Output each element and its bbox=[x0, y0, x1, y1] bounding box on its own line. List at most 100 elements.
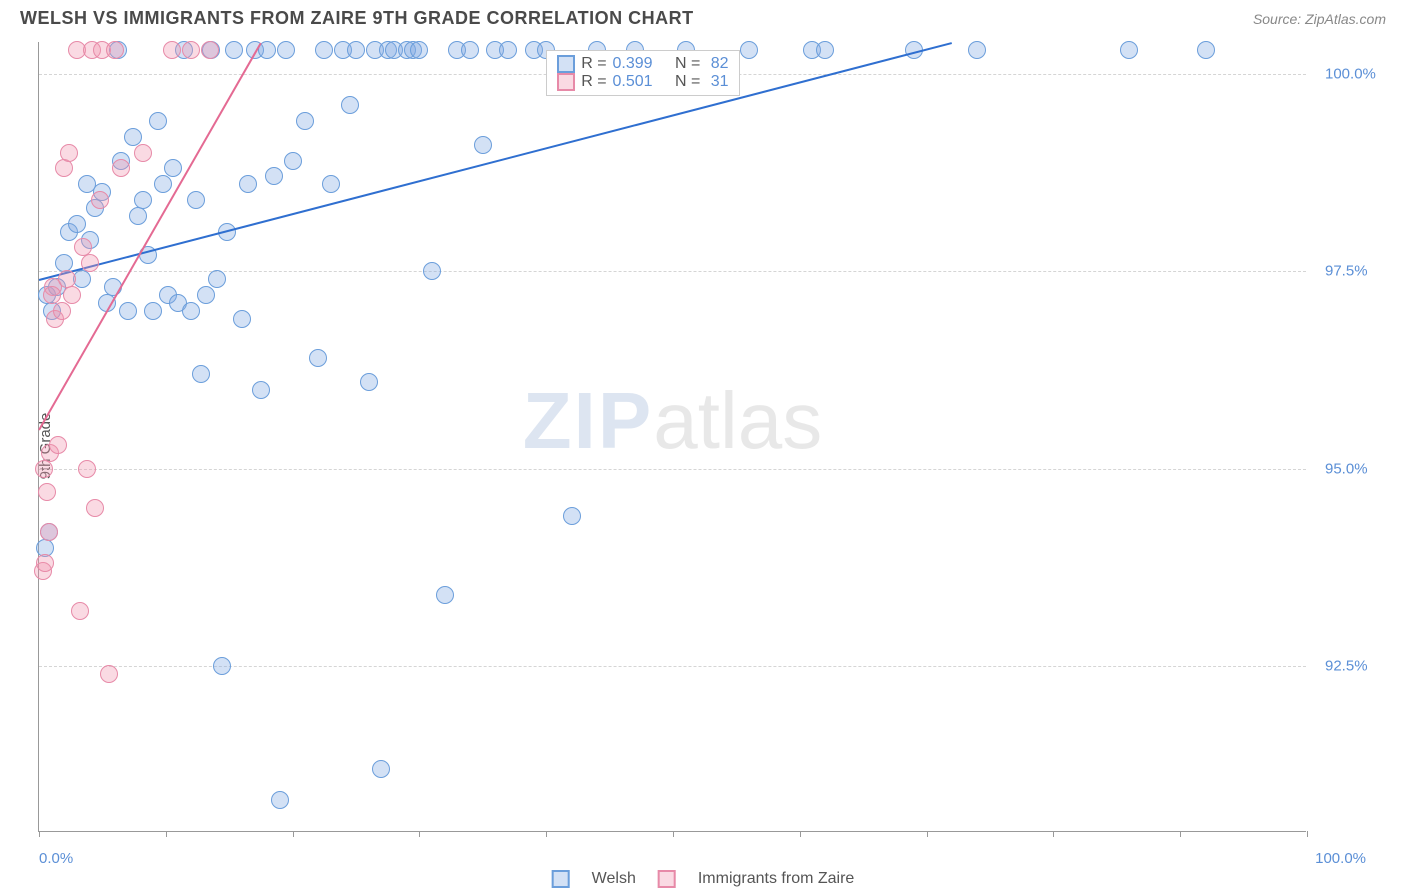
data-point bbox=[182, 41, 200, 59]
data-point bbox=[163, 41, 181, 59]
data-point bbox=[134, 191, 152, 209]
data-point bbox=[277, 41, 295, 59]
data-point bbox=[309, 349, 327, 367]
data-point bbox=[252, 381, 270, 399]
legend-swatch bbox=[557, 73, 575, 91]
legend-welsh-label: Welsh bbox=[592, 870, 636, 888]
legend-zaire-label: Immigrants from Zaire bbox=[698, 870, 854, 888]
r-label: R = bbox=[581, 55, 606, 73]
x-tick bbox=[1053, 831, 1054, 837]
n-value: 31 bbox=[706, 73, 728, 91]
data-point bbox=[1120, 41, 1138, 59]
data-point bbox=[78, 460, 96, 478]
stats-legend: R = 0.399 N = 82R = 0.501 N = 31 bbox=[546, 50, 739, 96]
data-point bbox=[129, 207, 147, 225]
y-tick-label: 100.0% bbox=[1325, 65, 1376, 82]
data-point bbox=[68, 215, 86, 233]
data-point bbox=[239, 175, 257, 193]
watermark: ZIPatlas bbox=[523, 375, 822, 467]
data-point bbox=[182, 302, 200, 320]
x-tick bbox=[673, 831, 674, 837]
legend-row: R = 0.501 N = 31 bbox=[557, 73, 728, 91]
data-point bbox=[740, 41, 758, 59]
welsh-swatch bbox=[552, 870, 570, 888]
data-point bbox=[60, 144, 78, 162]
data-point bbox=[436, 586, 454, 604]
data-point bbox=[40, 523, 58, 541]
data-point bbox=[208, 270, 226, 288]
data-point bbox=[225, 41, 243, 59]
watermark-part1: ZIP bbox=[523, 376, 653, 465]
y-tick-label: 92.5% bbox=[1325, 658, 1368, 675]
gridline bbox=[39, 271, 1306, 272]
x-tick bbox=[546, 831, 547, 837]
plot-area: ZIPatlas 92.5%95.0%97.5%100.0%0.0%100.0%… bbox=[38, 42, 1306, 832]
data-point bbox=[563, 507, 581, 525]
data-point bbox=[213, 657, 231, 675]
data-point bbox=[49, 436, 67, 454]
watermark-part2: atlas bbox=[653, 376, 822, 465]
data-point bbox=[91, 191, 109, 209]
data-point bbox=[347, 41, 365, 59]
data-point bbox=[322, 175, 340, 193]
legend-row: R =0.399 N = 82 bbox=[557, 55, 728, 73]
x-tick bbox=[1307, 831, 1308, 837]
data-point bbox=[968, 41, 986, 59]
data-point bbox=[164, 159, 182, 177]
data-point bbox=[265, 167, 283, 185]
data-point bbox=[410, 41, 428, 59]
data-point bbox=[499, 41, 517, 59]
y-tick-label: 95.0% bbox=[1325, 460, 1368, 477]
r-value: 0.501 bbox=[613, 73, 665, 91]
bottom-legend: Welsh Immigrants from Zaire bbox=[552, 870, 855, 888]
data-point bbox=[341, 96, 359, 114]
chart-title: WELSH VS IMMIGRANTS FROM ZAIRE 9TH GRADE… bbox=[20, 8, 694, 29]
data-point bbox=[119, 302, 137, 320]
data-point bbox=[100, 665, 118, 683]
x-tick bbox=[39, 831, 40, 837]
data-point bbox=[63, 286, 81, 304]
data-point bbox=[71, 602, 89, 620]
data-point bbox=[372, 760, 390, 778]
r-label: R = bbox=[581, 73, 606, 91]
data-point bbox=[296, 112, 314, 130]
data-point bbox=[315, 41, 333, 59]
x-min-label: 0.0% bbox=[39, 850, 73, 867]
data-point bbox=[360, 373, 378, 391]
chart-area: ZIPatlas 92.5%95.0%97.5%100.0%0.0%100.0%… bbox=[38, 42, 1306, 832]
legend-swatch bbox=[557, 55, 575, 73]
data-point bbox=[134, 144, 152, 162]
zaire-swatch bbox=[658, 870, 676, 888]
n-label: N = bbox=[671, 73, 701, 91]
data-point bbox=[81, 254, 99, 272]
source-label: Source: ZipAtlas.com bbox=[1253, 11, 1386, 27]
x-tick bbox=[1180, 831, 1181, 837]
data-point bbox=[144, 302, 162, 320]
r-value: 0.399 bbox=[613, 55, 665, 73]
x-tick bbox=[927, 831, 928, 837]
data-point bbox=[284, 152, 302, 170]
data-point bbox=[233, 310, 251, 328]
data-point bbox=[53, 302, 71, 320]
x-tick bbox=[166, 831, 167, 837]
data-point bbox=[423, 262, 441, 280]
data-point bbox=[192, 365, 210, 383]
x-tick bbox=[419, 831, 420, 837]
data-point bbox=[154, 175, 172, 193]
data-point bbox=[106, 41, 124, 59]
data-point bbox=[149, 112, 167, 130]
data-point bbox=[461, 41, 479, 59]
y-tick-label: 97.5% bbox=[1325, 263, 1368, 280]
data-point bbox=[38, 483, 56, 501]
gridline bbox=[39, 469, 1306, 470]
data-point bbox=[1197, 41, 1215, 59]
data-point bbox=[86, 499, 104, 517]
data-point bbox=[816, 41, 834, 59]
data-point bbox=[112, 159, 130, 177]
data-point bbox=[187, 191, 205, 209]
x-tick bbox=[293, 831, 294, 837]
x-tick bbox=[800, 831, 801, 837]
n-value: 82 bbox=[706, 55, 728, 73]
data-point bbox=[271, 791, 289, 809]
data-point bbox=[35, 460, 53, 478]
